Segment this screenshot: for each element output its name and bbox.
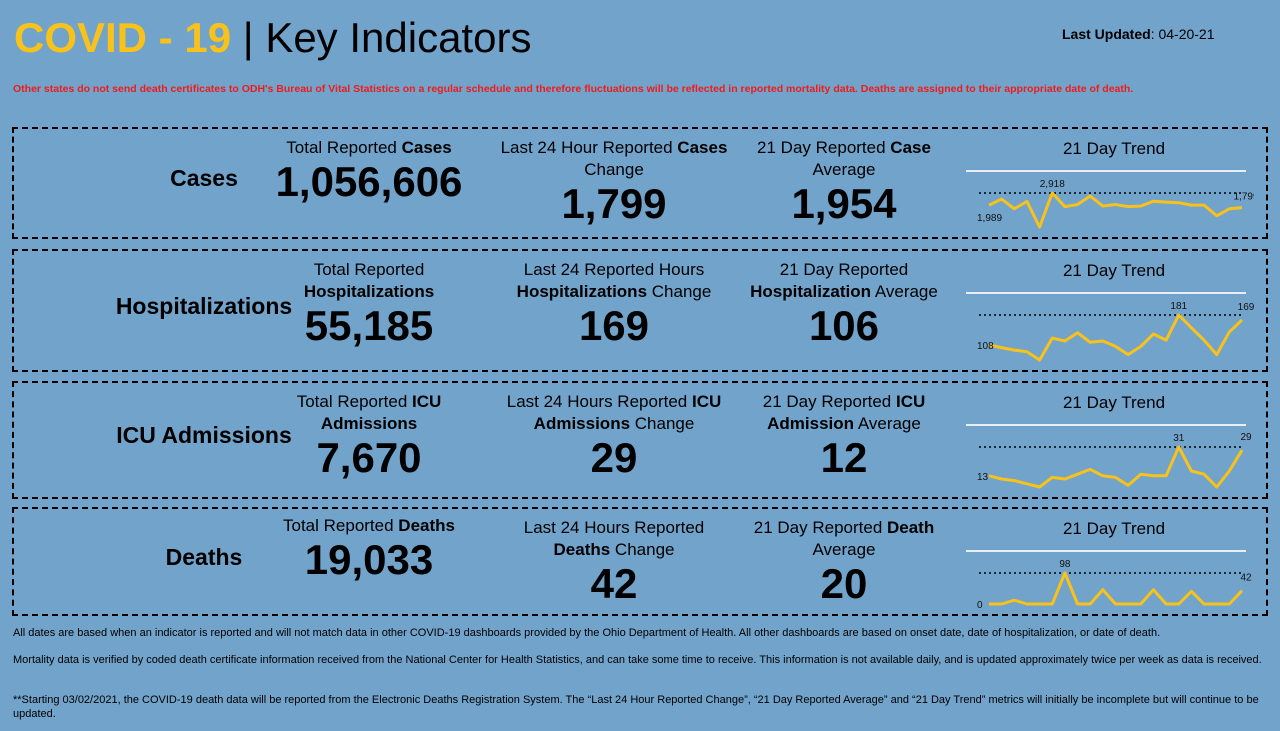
deaths-metric-1: Total Reported Deaths 19,033 xyxy=(254,515,484,583)
deaths-metric-2: Last 24 Hours Reported Deaths Change 42 xyxy=(499,517,729,607)
metric-label: Total Reported xyxy=(296,392,412,411)
footnote-2: Mortality data is verified by coded deat… xyxy=(13,654,1262,666)
metric-label-suffix: Average xyxy=(812,160,876,179)
metric-label: 21 Day Reported xyxy=(753,518,887,537)
hospitalizations-trend-chart: 108 181 169 xyxy=(966,292,1254,362)
metric-label: Last 24 Reported Hours xyxy=(523,260,705,279)
icu-admissions-metric-3: 21 Day Reported ICU Admission Average 12 xyxy=(734,391,954,481)
metric-label-bold: Hospitalization xyxy=(750,282,872,301)
icu-admissions-label: ICU Admissions xyxy=(116,422,292,448)
title-covid: COVID - 19 xyxy=(14,14,232,61)
metric-value: 1,056,606 xyxy=(275,158,463,205)
trend-max-label: 31 xyxy=(1173,433,1185,444)
metric-value: 42 xyxy=(590,560,638,607)
metric-value: 1,799 xyxy=(561,180,667,227)
last-updated: Last Updated: 04-20-21 xyxy=(1062,26,1215,42)
trend-end-label: 42 xyxy=(1240,573,1252,584)
trend-line xyxy=(989,571,1244,606)
metric-label-bold: Cases xyxy=(677,138,728,157)
metric-label-suffix: Change xyxy=(584,160,644,179)
hospitalizations-metric-1: Total Reported Hospitalizations 55,185 xyxy=(254,259,484,349)
icu-admissions-trend-chart: 13 31 29 xyxy=(966,424,1252,489)
metric-label-suffix: Average xyxy=(871,282,938,301)
trend-start-label: 13 xyxy=(977,472,989,483)
trend-start-label: 0 xyxy=(977,600,983,611)
trend-line xyxy=(988,191,1243,229)
trend-end-label: 29 xyxy=(1240,432,1252,443)
hospitalizations-label: Hospitalizations xyxy=(115,292,293,319)
cases-metric-1: Total Reported Cases 1,056,606 xyxy=(254,137,484,205)
footnote-1: All dates are based when an indicator is… xyxy=(13,627,1161,639)
deaths-metric-3: 21 Day Reported Death Average 20 xyxy=(734,517,954,607)
metric-label-bold: Deaths xyxy=(398,516,455,535)
trend-end-label: 1,799 xyxy=(1233,192,1254,203)
panel-deaths: Deaths Total Reported Deaths 19,033 Last… xyxy=(12,507,1268,616)
icu-admissions-metric-1: Total Reported ICU Admissions 7,670 xyxy=(254,391,484,481)
hospitalizations-trend-title: 21 Day Trend xyxy=(1062,261,1166,280)
deaths-trend-chart: 0 98 42 xyxy=(966,550,1252,611)
cases-trend-title: 21 Day Trend xyxy=(1062,139,1166,158)
metric-label: Total Reported xyxy=(286,138,402,157)
icu-admissions-trend-title: 21 Day Trend xyxy=(1062,393,1166,412)
metric-label-bold: ICU Admissions xyxy=(533,392,722,433)
metric-label-suffix: Change xyxy=(630,414,695,433)
metric-label-bold: Hospitalizations xyxy=(303,282,435,301)
metric-label-bold: Case xyxy=(890,138,931,157)
trend-end-label: 169 xyxy=(1238,302,1254,313)
metric-value: 12 xyxy=(820,434,868,481)
metric-label-bold: ICU Admission xyxy=(767,392,926,433)
metric-label-bold: Death xyxy=(887,518,935,537)
metric-label: Total Reported xyxy=(283,516,399,535)
metric-value: 19,033 xyxy=(304,536,434,583)
trend-start-label: 1,989 xyxy=(977,213,1002,224)
cases-label: Cases xyxy=(170,165,238,191)
panel-hospitalizations: Hospitalizations Total Reported Hospital… xyxy=(12,249,1268,372)
metric-value: 1,954 xyxy=(791,180,897,227)
icu-admissions-metric-2: Last 24 Hours Reported ICU Admissions Ch… xyxy=(499,391,729,481)
metric-label: 21 Day Reported xyxy=(757,138,891,157)
metric-value: 7,670 xyxy=(316,434,422,481)
metric-label: Last 24 Hours Reported xyxy=(523,518,705,537)
cases-metric-2: Last 24 Hour Reported Cases Change 1,799 xyxy=(499,137,729,227)
metric-label: 21 Day Reported xyxy=(762,392,896,411)
page-title: COVID - 19 | Key Indicators xyxy=(14,14,531,62)
trend-max-label: 181 xyxy=(1170,301,1187,312)
metric-label-suffix: Change xyxy=(647,282,712,301)
metric-value: 55,185 xyxy=(304,302,434,349)
metric-value: 29 xyxy=(590,434,638,481)
metric-value: 169 xyxy=(578,302,650,349)
mortality-warning: Other states do not send death certifica… xyxy=(13,83,1134,95)
hospitalizations-metric-2: Last 24 Reported Hours Hospitalizations … xyxy=(499,259,729,349)
metric-label-bold: Deaths xyxy=(553,540,611,559)
title-key-indicators: Key Indicators xyxy=(265,14,532,61)
deaths-label: Deaths xyxy=(165,543,243,570)
hospitalizations-metric-3: 21 Day Reported Hospitalization Average … xyxy=(734,259,954,349)
last-updated-value: : 04-20-21 xyxy=(1150,26,1215,42)
last-updated-label: Last Updated xyxy=(1062,26,1151,42)
metric-value: 106 xyxy=(808,302,880,349)
metric-label-bold: Hospitalizations xyxy=(516,282,648,301)
metric-label: 21 Day Reported xyxy=(779,260,909,279)
footnote-3: **Starting 03/02/2021, the COVID-19 deat… xyxy=(13,694,1259,720)
cases-trend-chart: 1,989 2,918 1,799 xyxy=(966,170,1254,229)
panel-icu-admissions: ICU Admissions Total Reported ICU Admiss… xyxy=(12,381,1268,499)
title-separator: | xyxy=(231,14,266,61)
trend-max-label: 98 xyxy=(1059,559,1071,570)
metric-value: 20 xyxy=(820,560,868,607)
metric-label-bold: Cases xyxy=(401,138,452,157)
deaths-trend-title: 21 Day Trend xyxy=(1062,519,1166,538)
panel-cases: Cases Total Reported Cases 1,056,606 Las… xyxy=(12,127,1268,239)
metric-label: Last 24 Hours Reported xyxy=(506,392,692,411)
metric-label-suffix: Average xyxy=(812,540,876,559)
trend-max-label: 2,918 xyxy=(1040,179,1065,190)
trend-line xyxy=(988,445,1244,489)
metric-label: Last 24 Hour Reported xyxy=(500,138,678,157)
metric-label-suffix: Change xyxy=(610,540,675,559)
trend-start-label: 108 xyxy=(977,341,994,352)
metric-label: Total Reported xyxy=(313,260,425,279)
metric-label-bold: ICU Admissions xyxy=(320,392,442,433)
metric-label-suffix: Average xyxy=(854,414,921,433)
cases-metric-3: 21 Day Reported Case Average 1,954 xyxy=(734,137,954,227)
trend-line xyxy=(988,313,1244,362)
